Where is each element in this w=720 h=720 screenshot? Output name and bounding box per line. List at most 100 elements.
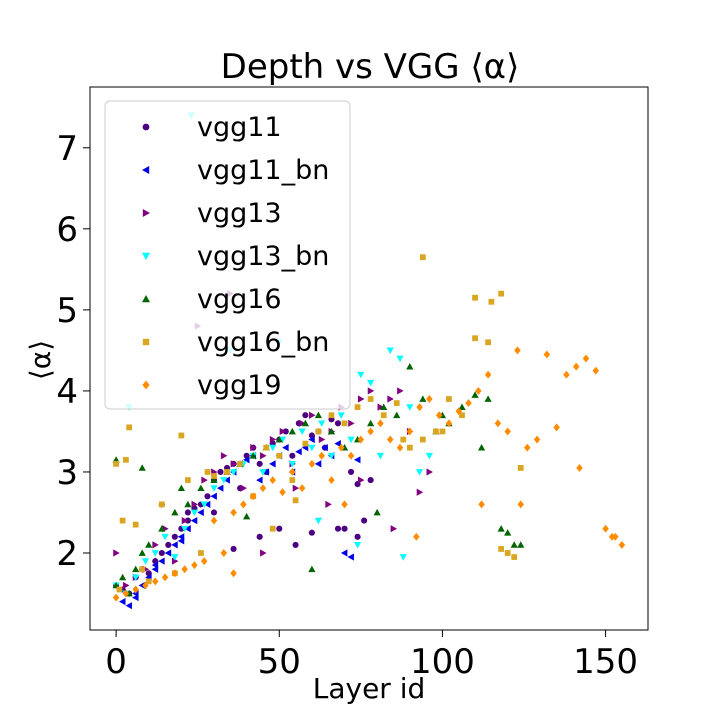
point-vgg13-12 [230,460,238,468]
point-vgg16-29 [458,403,466,411]
point-vgg19-26 [367,427,374,436]
point-vgg13-1 [123,581,130,590]
point-vgg13-6 [171,557,179,565]
point-vgg19-1 [122,589,130,598]
point-vgg13-bn-4 [151,550,159,557]
point-vgg19-12 [230,508,237,517]
point-vgg19-45 [553,423,560,432]
point-vgg16-25 [406,363,414,370]
point-vgg11-47 [334,525,342,532]
point-vgg11-bn-11 [190,516,198,525]
point-vgg19-40 [504,427,511,436]
point-vgg19-51 [612,532,619,541]
point-vgg16-26 [419,395,427,402]
point-vgg16-19 [327,427,336,435]
point-vgg19-0 [112,593,120,602]
point-vgg16-bn-0 [113,460,119,467]
point-vgg13-11 [220,452,228,460]
point-vgg16-bn-22 [367,396,374,402]
point-vgg19-30 [406,427,414,436]
point-vgg13-bn-9 [200,501,208,508]
point-vgg11-bn-33 [334,439,341,448]
point-vgg13-bn-25 [357,371,365,379]
legend-label-vgg19: vgg19 [197,370,282,401]
point-vgg11-bn-22 [262,468,270,476]
point-vgg11-bn-37 [132,593,139,602]
point-vgg13-bn-38 [353,542,362,549]
y-tick-label-4: 6 [56,210,78,250]
legend-marker-vgg13-bn [142,252,150,260]
point-vgg19-5 [161,573,169,582]
point-vgg13-bn-21 [318,420,326,427]
point-vgg19-41 [514,346,521,355]
chart-title: Depth vs VGG ⟨α⟩ [221,47,520,87]
point-vgg11-bn-36 [353,456,361,464]
legend-marker-vgg16 [142,295,150,303]
y-tick-label-3: 5 [56,291,78,331]
point-vgg19-23 [338,443,345,452]
y-tick-label-2: 4 [56,372,78,412]
point-vgg16-16 [288,427,296,435]
point-vgg16-bn-10 [211,473,217,479]
point-vgg13-7 [181,516,189,525]
point-vgg13-bn-6 [171,554,179,561]
point-vgg19-4 [152,577,159,586]
point-vgg16-4 [138,549,146,556]
y-tick-label-0: 2 [56,534,78,574]
point-vgg11-36 [347,468,355,476]
point-vgg19-46 [563,370,570,379]
axis-ticks: 0 50 100 150 2 3 4 5 6 7 [56,129,638,682]
point-vgg11-46 [308,529,315,536]
point-vgg13-bn-5 [161,533,169,541]
point-vgg13-bn-11 [220,477,228,484]
point-vgg13-20 [309,411,316,419]
point-vgg19-57 [517,500,524,509]
legend-marker-vgg11-bn [142,166,150,174]
point-vgg13-bn-10 [210,485,218,492]
point-vgg13-25 [357,395,365,403]
point-vgg19-10 [210,516,218,525]
point-vgg19-55 [413,532,420,541]
point-vgg19-59 [608,532,616,541]
point-vgg13-bn-27 [376,452,385,460]
point-vgg13-bn-12 [229,469,238,476]
point-vgg16-bn-2 [126,424,133,431]
point-vgg16-bn-45 [439,428,446,435]
point-vgg16-bn-46 [400,436,407,443]
point-vgg19-34 [445,419,453,428]
point-vgg19-9 [200,557,208,566]
point-vgg11-bn-10 [184,525,191,533]
point-vgg16-bn-37 [178,432,185,439]
point-vgg19-14 [249,492,257,501]
point-vgg16-8 [184,500,192,508]
point-vgg11-bn-12 [197,508,204,517]
point-vgg11-bn-35 [347,553,354,561]
point-vgg13-31 [416,488,424,496]
plot-frame [89,86,649,631]
point-vgg11-48 [354,533,361,540]
point-vgg13-4 [152,541,159,549]
y-axis-label: ⟨α⟩ [24,340,57,380]
point-vgg11-11 [184,509,191,516]
point-vgg19-24 [347,451,355,460]
legend-marker-vgg19 [142,380,150,390]
point-vgg13-27 [377,403,385,411]
point-vgg19-16 [269,476,276,485]
point-vgg13-bn-23 [337,412,345,419]
point-vgg19-56 [478,500,485,509]
point-vgg16-bn-1 [119,517,126,524]
point-vgg11-22 [256,460,263,467]
point-vgg13-bn-37 [314,517,323,525]
point-vgg13-bn-15 [259,469,267,476]
point-vgg19-21 [318,451,325,460]
point-vgg13-32 [426,468,433,476]
point-vgg16-bn-19 [328,412,335,419]
legend-box [104,100,351,410]
point-vgg11-bn-30 [314,460,322,468]
point-vgg11-bn-29 [308,435,315,444]
point-vgg16-33 [510,541,518,548]
point-vgg13-bn-8 [190,509,199,517]
point-vgg19-48 [582,354,590,363]
point-vgg16-bn-11 [224,469,230,475]
